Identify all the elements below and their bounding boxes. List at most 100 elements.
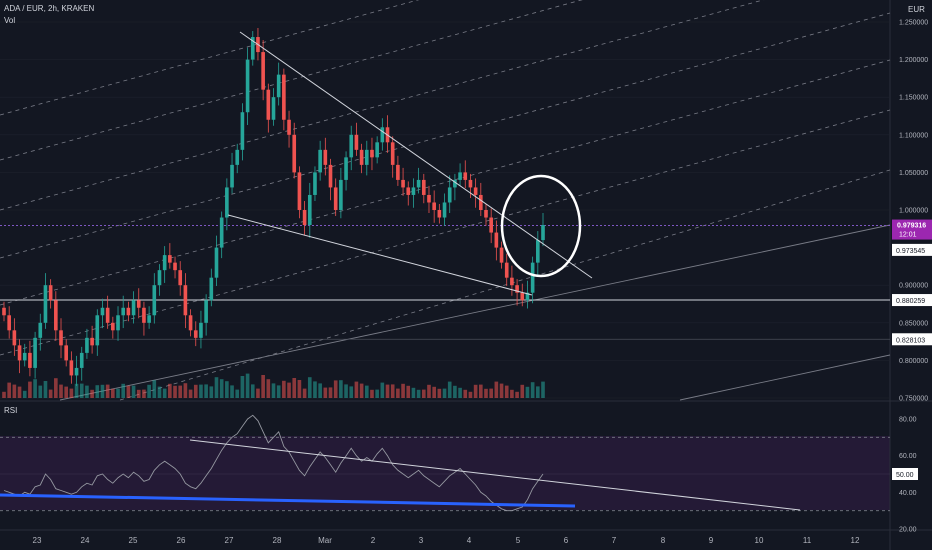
time-tick-label: 12 (851, 536, 860, 545)
price-axis[interactable]: 1.250000 1.200000 1.150000 1.100000 1.050000… (899, 20, 928, 403)
volume-bar (33, 379, 37, 398)
volume-bar (250, 384, 255, 398)
time-tick-label: 26 (177, 536, 186, 545)
candle-body (157, 270, 162, 286)
time-tick-label: 5 (516, 536, 521, 545)
candle-body (396, 164, 400, 180)
candle-body (541, 225, 545, 241)
candle-body (494, 232, 499, 248)
volume-bar (478, 384, 483, 398)
channel-line-7 (119, 169, 891, 401)
volume-bar (225, 381, 229, 398)
volume-bar (111, 388, 115, 398)
volume-bar (313, 381, 317, 398)
channel-line-6 (0, 109, 891, 356)
candle-body (173, 262, 177, 271)
rsi-blue-trendline[interactable] (0, 493, 576, 508)
price-tick-label: 1.050000 (899, 170, 928, 177)
volume-bar (437, 388, 442, 398)
candle-body (375, 142, 379, 158)
volume-bar (193, 384, 198, 398)
volume-bar (173, 385, 177, 398)
candle-body (313, 172, 317, 195)
symbol-title[interactable]: ADA / EUR, 2h, KRAKEN (4, 4, 95, 13)
volume-bar (2, 391, 6, 398)
candle-body (43, 285, 48, 323)
candle-body (458, 172, 462, 180)
volume-bar (427, 384, 431, 398)
candle-body (131, 300, 136, 316)
candle-body (95, 315, 100, 346)
candle-body (199, 322, 203, 338)
candle-body (2, 307, 6, 316)
candle-body (250, 37, 255, 60)
descending-trendline[interactable] (239, 31, 593, 279)
volume-bar (494, 381, 499, 398)
candle-body (33, 337, 37, 368)
channel-line-1 (0, 0, 420, 116)
candle-body (489, 217, 493, 233)
price-tick-label: 0.850000 (899, 320, 928, 327)
rsi-tick-label: 40.00 (899, 490, 917, 497)
rsi-descending-trendline[interactable] (189, 439, 801, 511)
candle-body (162, 255, 167, 271)
volume-bar (54, 378, 58, 398)
candle-body (204, 300, 208, 323)
candle-body (219, 217, 224, 248)
candle-body (230, 164, 234, 188)
rsi-tick-label: 80.00 (899, 417, 917, 424)
level-price-value: 0.828103 (896, 337, 925, 344)
volume-bar (178, 385, 183, 398)
candle-body (235, 149, 240, 165)
candle-body (390, 142, 395, 165)
candle-body (432, 202, 436, 210)
volume-bar (235, 389, 240, 398)
time-axis[interactable]: 23 24 25 26 27 28 Mar 2 3 4 5 6 7 8 9 10 11 12 (33, 536, 860, 545)
price-tick-label: 0.800000 (899, 358, 928, 365)
volume-bar (90, 389, 94, 398)
volume-bar (38, 385, 43, 398)
volume-bar (344, 384, 348, 398)
volume-bar (95, 385, 100, 398)
volume-bar (380, 382, 385, 398)
candle-body (105, 307, 110, 323)
candle-body (473, 187, 478, 195)
volume-bar (28, 381, 32, 398)
volume-bar (271, 383, 276, 398)
volume-bar (147, 384, 151, 398)
volume-bar (74, 383, 79, 398)
volume-label: Vol (4, 16, 16, 25)
candle-body (261, 52, 265, 90)
candle-body (442, 202, 447, 218)
candle-body (339, 179, 343, 210)
level-price-value: 0.973545 (896, 248, 925, 255)
candle-body (64, 345, 69, 361)
volume-bar (453, 385, 457, 398)
current-price-tag (892, 219, 932, 240)
volume-bar (131, 385, 136, 398)
volume-bar (473, 384, 478, 398)
volume-bar (214, 377, 219, 398)
candle-body (147, 315, 151, 323)
volume-bar (499, 383, 504, 398)
candle-body (111, 322, 115, 331)
rsi-axis: 80.00 60.00 50.00 40.00 20.00 (892, 417, 918, 534)
highlight-circle[interactable] (500, 174, 582, 278)
candle-body (126, 307, 131, 316)
volume-bar (69, 388, 74, 398)
volume-bar (359, 383, 364, 398)
volume-bar (520, 384, 525, 398)
volume-bar (136, 389, 141, 398)
currency-label: EUR (908, 5, 925, 14)
lower-wedge-trendline[interactable] (227, 214, 533, 296)
volume-bar (297, 380, 302, 398)
candle-body (416, 179, 421, 188)
price-tick-label: 0.750000 (899, 396, 928, 403)
volume-bar (385, 384, 390, 398)
time-tick-label: 2 (371, 536, 376, 545)
candle-body (54, 300, 58, 331)
rsi-tick-label: 60.00 (899, 453, 917, 460)
candle-body (183, 285, 188, 316)
candle-body (85, 337, 89, 353)
